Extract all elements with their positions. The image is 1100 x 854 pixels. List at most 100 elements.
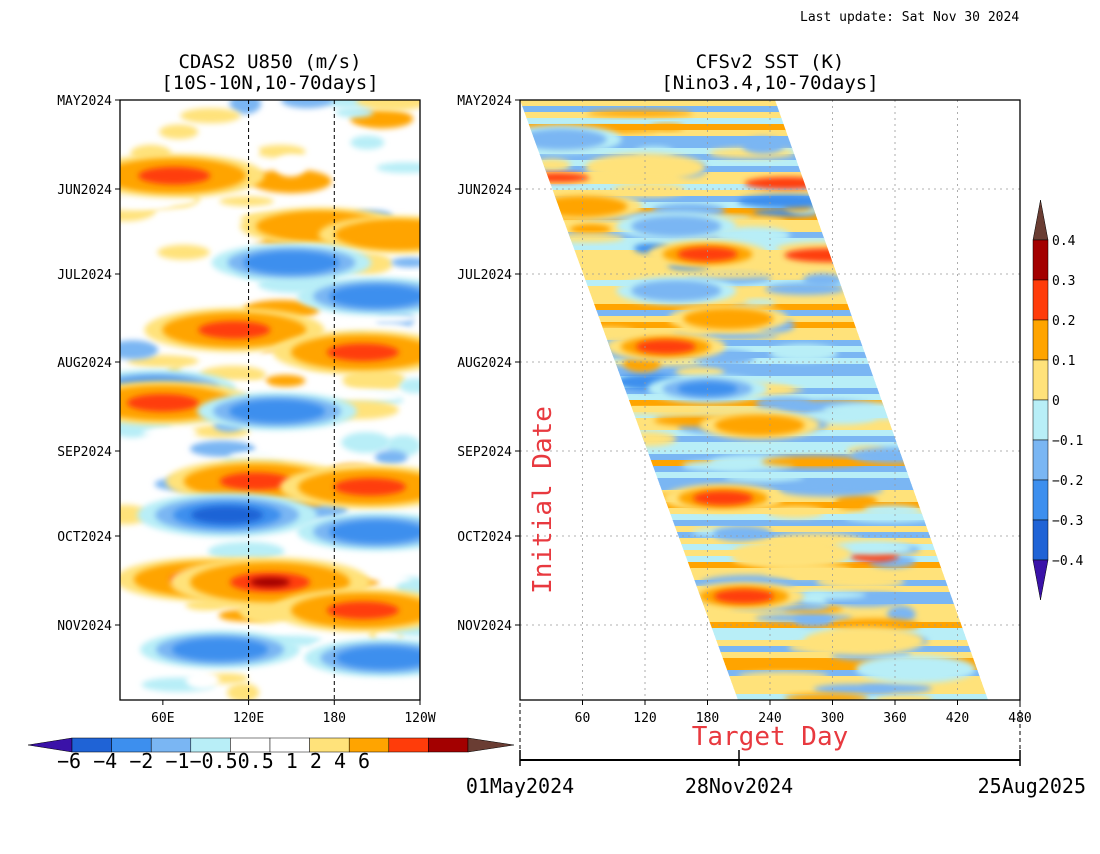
u850-texture-patch (391, 257, 420, 268)
sst-y-tick-label: OCT2024 (457, 530, 512, 545)
sst-date-axis-label: 01May2024 (466, 774, 574, 798)
sst-x-tick-label: 300 (821, 711, 844, 726)
sst-stripe (520, 688, 988, 695)
u850-texture-patch (281, 100, 334, 109)
sst-stripe (520, 640, 988, 647)
sst-stripe (520, 268, 988, 275)
u850-colorbar-max-arrow (467, 737, 515, 753)
sst-stripe (520, 100, 988, 107)
sst-contour (631, 280, 722, 302)
u850-x-tick-label: 120E (233, 711, 264, 726)
sst-texture-patch (835, 493, 878, 510)
sst-stripe (520, 562, 988, 569)
u850-contour (229, 399, 326, 423)
sst-y-tick-label: AUG2024 (457, 356, 512, 371)
u850-colorbar-swatch (428, 737, 469, 753)
sst-stripe (520, 280, 988, 287)
u850-contour (329, 520, 420, 544)
sst-texture-patch (784, 693, 869, 700)
u850-colorbar-swatch (190, 737, 231, 753)
sst-texture-patch (737, 194, 834, 209)
sst-texture-patch (737, 671, 829, 681)
u850-texture-patch (227, 683, 260, 700)
u850-colorbar-swatch (150, 737, 192, 753)
sst-subtitle: [Nino3.4,10-70days] (661, 72, 878, 94)
sst-colorbar-label: −0.1 (1052, 434, 1083, 449)
sst-texture-patch (681, 460, 752, 472)
sst-texture-patch (755, 397, 812, 410)
u850-y-tick-label: JUL2024 (57, 268, 112, 283)
sst-stripe (520, 514, 988, 521)
sst-texture-patch (887, 605, 916, 624)
sst-stripe (520, 442, 988, 449)
u850-texture-patch (277, 683, 332, 700)
sst-stripe (520, 658, 988, 665)
sst-contour (683, 308, 774, 330)
sst-texture-patch (802, 273, 843, 287)
sst-texture-patch (875, 693, 933, 700)
u850-contour (126, 394, 199, 412)
sst-stripe (520, 160, 988, 167)
sst-title: CFSv2 SST (K) (696, 51, 845, 73)
sst-feature (616, 276, 737, 305)
u850-contour (191, 506, 264, 524)
u850-texture-patch (120, 283, 165, 299)
sst-colorbar-swatch (1032, 239, 1049, 281)
u850-texture-patch (120, 340, 159, 360)
sst-date-axis: 01May2024 28Nov2024 25Aug2025 (466, 703, 1086, 798)
sst-contour (520, 128, 607, 150)
sst-feature (730, 540, 851, 569)
sst-contour (730, 540, 851, 569)
sst-x-tick-label: 420 (946, 711, 969, 726)
u850-texture-patch (120, 637, 137, 655)
sst-feature (605, 332, 726, 361)
sst-y-tick-label: MAY2024 (457, 94, 512, 109)
sst-stripe (520, 358, 988, 365)
u850-texture-patch (219, 196, 274, 207)
sst-stripe (520, 190, 988, 197)
sst-colorbar-label: −0.3 (1052, 514, 1083, 529)
sst-y-tick-label: JUL2024 (457, 268, 512, 283)
sst-stripe (520, 118, 988, 125)
sst-ylabel: Initial Date (528, 406, 558, 594)
sst-colorbar-max-arrow (1032, 199, 1049, 241)
sst-stripe (520, 106, 988, 113)
sst-texture-patch (587, 110, 693, 117)
sst-colorbar-label: 0 (1052, 394, 1060, 409)
sst-stripe (520, 364, 988, 371)
sst-colorbar-swatch (1032, 479, 1049, 521)
sst-stripe (520, 214, 988, 221)
u850-texture-patch (356, 100, 420, 111)
sst-stripe (520, 112, 988, 119)
u850-y-tick-label: JUN2024 (57, 183, 112, 198)
sst-x-axis: 60 120 180 240 300 360 420 480 (575, 700, 1032, 726)
u850-texture-patch (190, 440, 256, 457)
sst-colorbar-label: 0.1 (1052, 354, 1075, 369)
u850-dashed-meridians (248, 100, 335, 700)
sst-texture-patch (761, 456, 865, 467)
sst-stripe (520, 340, 988, 347)
u850-texture-patch (180, 108, 241, 124)
sst-x-tick-label: 360 (883, 711, 906, 726)
sst-stripe (520, 628, 988, 635)
sst-stripe (520, 538, 988, 545)
sst-stripe (520, 664, 988, 671)
sst-texture-patch (612, 183, 686, 197)
u850-texture-patch (208, 541, 285, 562)
sst-colorbar-swatch (1032, 319, 1049, 361)
sst-texture-patch (793, 612, 834, 627)
sst-texture-patch (650, 123, 684, 131)
u850-colorbar-swatch (71, 737, 112, 753)
u850-texture-patch (229, 100, 262, 114)
sst-texture-patch (744, 299, 776, 306)
u850-contour (243, 251, 340, 274)
sst-colorbar-swatch (1032, 439, 1049, 481)
u850-texture-patch (142, 427, 198, 438)
sst-stripe (520, 376, 988, 383)
u850-feature (297, 512, 420, 551)
sst-texture-patch (844, 511, 934, 523)
u850-texture-patch (273, 154, 308, 177)
sst-texture-patch (570, 223, 611, 235)
sst-stripe (520, 652, 988, 659)
